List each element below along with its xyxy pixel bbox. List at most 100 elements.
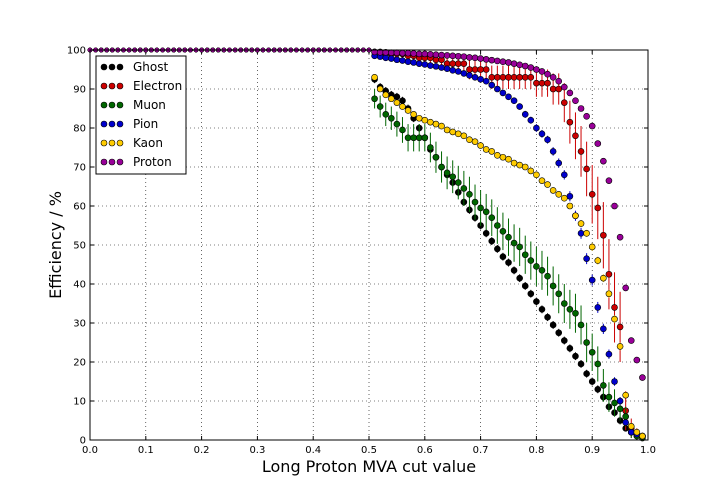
data-point [616,343,624,350]
data-point [499,74,507,81]
data-point [521,111,529,118]
data-point [588,243,596,251]
data-point [510,60,518,67]
data-point [566,202,574,210]
data-point [544,136,551,143]
data-point [622,391,629,399]
y-tick-label: 50 [73,241,86,252]
legend-label-electron: Electron [133,79,182,93]
legend-marker [100,120,108,128]
data-point [510,159,518,167]
x-tick-label: 0.6 [417,445,433,456]
data-point [471,198,479,206]
data-point [482,230,490,237]
data-point [421,50,429,58]
data-point [393,49,401,57]
data-point [538,79,546,87]
data-point [371,95,378,103]
data-point [572,212,579,220]
legend-marker [100,139,108,147]
data-point [605,393,613,401]
data-point [583,255,590,262]
x-tick-label: 0.2 [194,445,210,456]
data-point [477,204,484,212]
data-point [510,267,518,274]
data-point [404,58,412,66]
legend-marker [116,139,124,147]
legend-marker [108,101,116,109]
y-axis-title: Efficiency / % [46,191,65,299]
data-point [594,304,602,311]
data-point [538,68,546,75]
data-point [449,52,457,60]
data-point [421,116,429,124]
data-point [443,52,451,59]
legend: Ghost Electron Muon Pion Kaon Proton [95,55,187,175]
data-point [577,360,585,368]
data-point [622,284,629,292]
data-point [521,62,529,70]
data-point [605,270,613,278]
data-point [560,83,568,91]
data-point [382,111,390,118]
data-point [399,57,406,64]
data-point [533,171,540,179]
x-tick-label: 0.1 [138,445,154,456]
data-point [527,64,535,71]
legend-label-muon: Muon [133,98,166,112]
data-point [454,52,462,60]
data-point [382,54,390,62]
data-point [388,95,395,103]
data-point [449,66,457,74]
data-point [588,191,596,198]
data-point [538,306,546,313]
data-point [538,130,546,138]
data-point [611,378,618,385]
data-point [600,157,607,165]
data-point [371,74,378,81]
legend-marker [116,158,124,166]
data-point [393,93,401,101]
data-point [588,122,596,130]
data-point [566,306,574,313]
data-point [560,99,568,106]
data-point [544,181,551,188]
data-point [494,222,501,229]
data-point [600,274,607,282]
legend-marker [116,101,124,109]
data-point [382,91,390,99]
data-point [505,233,512,241]
data-point [555,77,563,85]
y-tick-label: 80 [73,124,86,135]
y-tick-label: 30 [73,319,86,330]
data-point [594,140,602,147]
data-point [438,122,445,130]
data-point [415,114,423,122]
data-point [555,290,563,298]
data-point [399,97,406,104]
data-point [572,132,579,140]
data-point [471,74,479,81]
data-point [516,103,523,110]
data-point [611,315,618,323]
data-point [538,267,546,274]
data-point [410,111,417,118]
data-point [460,185,468,192]
x-tick-label: 0.4 [305,445,321,456]
data-point [521,282,529,290]
data-point [516,74,523,81]
data-point [443,65,451,73]
legend-marker [116,63,124,71]
data-point [488,148,496,155]
x-tick-label: 0.9 [584,445,600,456]
data-point [466,54,473,61]
data-point [594,360,602,368]
data-point [482,146,490,153]
legend-label-kaon: Kaon [133,136,163,150]
legend-marker [108,158,116,166]
data-point [577,220,585,227]
data-point [415,60,423,67]
x-axis: 0.0 0.1 0.2 0.3 0.4 0.5 0.6 0.7 0.8 0.9 … [82,445,656,456]
data-point [404,107,412,114]
data-point [438,51,445,59]
